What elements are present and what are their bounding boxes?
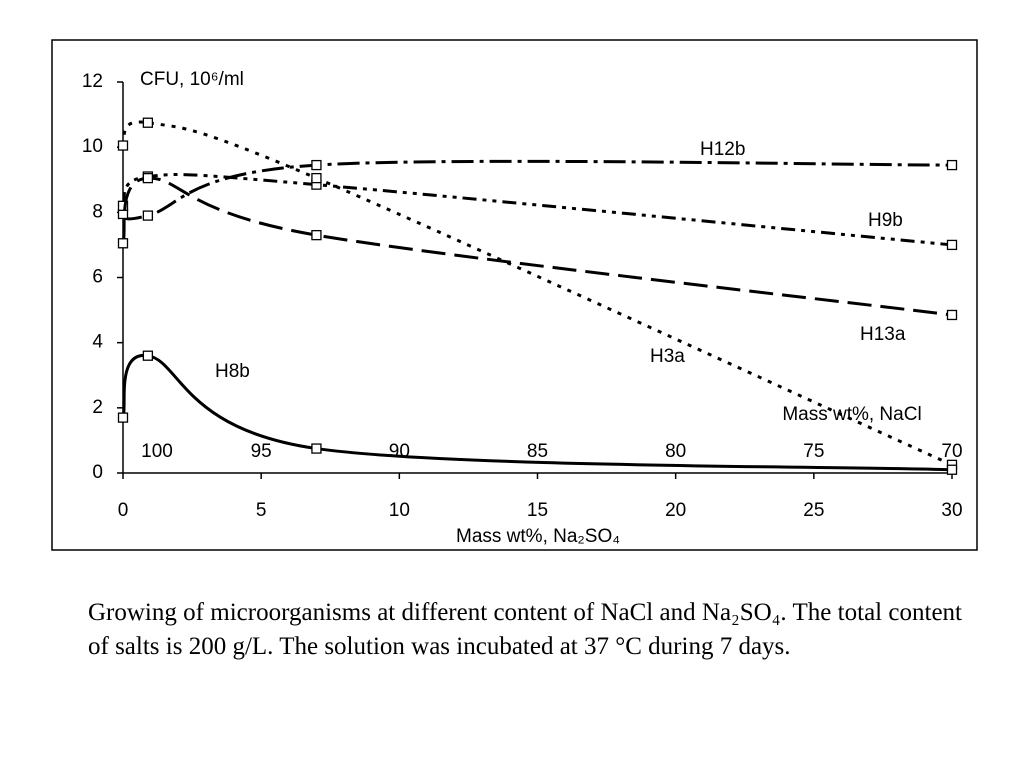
series-label: H12b [700,139,745,160]
point-marker [946,309,958,321]
series-label: H9b [868,210,903,231]
chart: CFU, 10⁶/ml Mass wt%, Na₂SO₄ Mass wt%, N… [51,39,978,551]
point-marker [117,412,129,423]
x2-tick-label: 85 [527,441,548,462]
point-marker [142,172,154,184]
y-tick-label: 4 [92,332,103,353]
y-tick-label: 12 [82,71,103,92]
x-tick-label: 25 [803,500,824,521]
point-marker [142,350,154,361]
x-tick-label: 30 [941,500,962,521]
point-marker [117,140,129,151]
y-tick-label: 6 [92,267,103,288]
x-axis-label: Mass wt%, Na₂SO₄ [456,526,620,547]
point-marker [142,117,154,128]
x-tick-label: 5 [256,500,267,521]
series-line [121,172,953,247]
y-tick-label: 0 [92,462,103,483]
x-tick-label: 10 [389,500,410,521]
x-tick-label: 0 [118,500,129,521]
x-tick-label: 20 [665,500,686,521]
x2-tick-label: 80 [665,441,686,462]
y-tick-label: 8 [92,201,103,222]
point-marker [311,159,322,171]
point-marker [946,239,958,251]
point-marker [311,172,322,184]
x2-tick-label: 70 [941,441,962,462]
point-marker [311,229,322,241]
x2-tick-label: 75 [803,441,824,462]
x2-axis-label: Mass wt%, NaCl [782,404,921,425]
x-tick-label: 15 [527,500,548,521]
point-marker [946,464,958,475]
series-line [121,354,953,472]
x2-tick-label: 100 [141,441,173,462]
y-tick-label: 10 [82,136,103,157]
series-line [122,159,953,221]
point-marker [946,159,958,171]
series-label: H3a [650,346,685,367]
x2-tick-label: 95 [251,441,272,462]
x2-tick-label: 90 [389,441,410,462]
y-tick-label: 2 [92,397,103,418]
series-label: H13a [860,324,906,345]
y-axis-label: CFU, 10⁶/ml [140,69,244,90]
point-marker [311,443,322,454]
series-label: H8b [215,361,250,382]
caption: Growing of microorganisms at different c… [88,599,962,660]
point-marker [117,238,129,249]
point-marker [117,200,129,211]
series-line [121,176,953,317]
chart-frame [51,39,978,551]
point-marker [142,210,154,221]
